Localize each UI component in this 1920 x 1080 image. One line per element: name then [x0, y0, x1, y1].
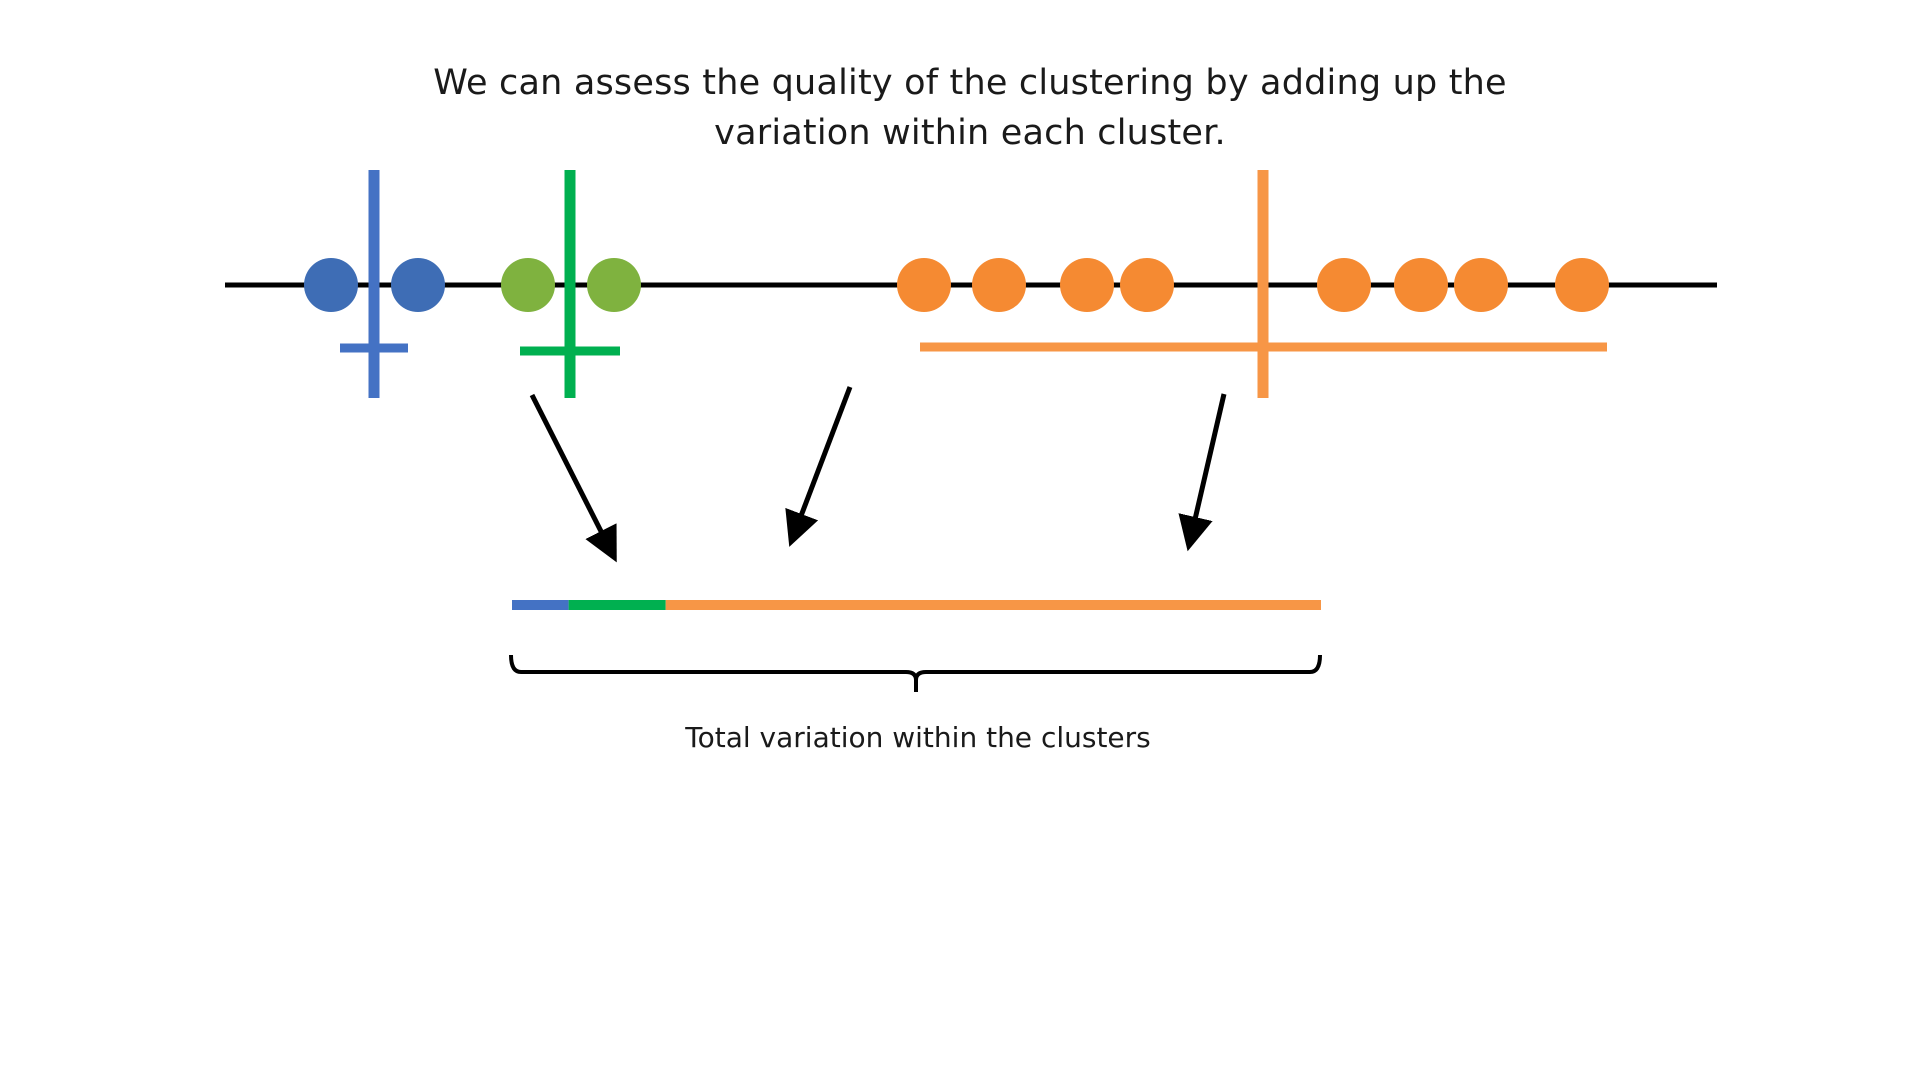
arrow-middle	[785, 386, 853, 547]
cluster-green-point	[501, 258, 555, 312]
cluster-orange-point	[1060, 258, 1114, 312]
cluster-orange-point	[1120, 258, 1174, 312]
clusters-layer	[304, 170, 1609, 398]
cluster-blue-point	[391, 258, 445, 312]
title-line-2: variation within each cluster.	[714, 113, 1226, 153]
cluster-orange	[897, 170, 1609, 398]
cluster-blue	[304, 170, 445, 398]
cluster-blue-point	[304, 258, 358, 312]
cluster-orange-point	[1317, 258, 1371, 312]
cluster-orange-point	[1555, 258, 1609, 312]
slide-title: We can assess the quality of the cluster…	[0, 58, 1920, 158]
cluster-green	[501, 170, 641, 398]
total-brace	[509, 654, 1322, 692]
arrow-orange	[1178, 393, 1227, 552]
cluster-orange-point	[897, 258, 951, 312]
cluster-green-point	[587, 258, 641, 312]
arrow-blue-green	[529, 393, 617, 563]
cluster-orange-point	[1394, 258, 1448, 312]
cluster-orange-point	[972, 258, 1026, 312]
title-line-1: We can assess the quality of the cluster…	[433, 63, 1507, 103]
cluster-orange-point	[1454, 258, 1508, 312]
total-variation-caption: Total variation within the clusters	[685, 721, 1151, 754]
